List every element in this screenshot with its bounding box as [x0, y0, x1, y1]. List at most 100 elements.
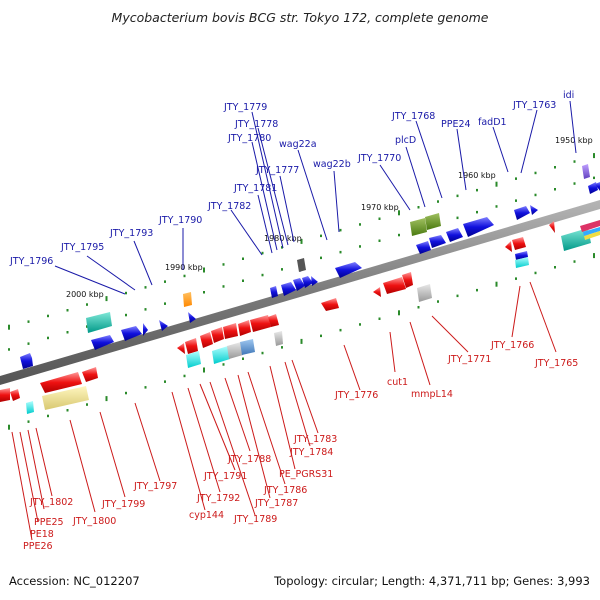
gene-label[interactable]: JTY_1795 [60, 242, 104, 253]
gene-label[interactable]: JTY_1780 [227, 133, 271, 144]
gene-label[interactable]: JTY_1789 [233, 514, 277, 525]
gene-arrow[interactable] [302, 276, 313, 288]
gene-label[interactable]: JTY_1777 [255, 165, 299, 176]
gene-arrow[interactable] [595, 182, 600, 191]
gene-label[interactable]: JTY_1782 [207, 201, 251, 212]
gene-label[interactable]: JTY_1778 [234, 119, 278, 130]
gene-label[interactable]: idi [563, 90, 574, 101]
gene-label[interactable]: PE18 [30, 529, 54, 540]
gene-label[interactable]: PPE26 [23, 541, 53, 552]
gene-arrow[interactable] [200, 332, 213, 348]
gene-arrow[interactable] [549, 221, 555, 233]
gene-label[interactable]: JTY_1783 [293, 434, 337, 445]
gene-arrow[interactable] [177, 343, 185, 354]
gene-label[interactable]: JTY_1796 [9, 256, 53, 267]
gene-label[interactable]: cut1 [387, 377, 408, 388]
gene-arrow[interactable] [512, 237, 526, 250]
gene-box[interactable] [42, 386, 89, 410]
gene-label[interactable]: JTY_1765 [534, 358, 578, 369]
gene-box[interactable] [274, 331, 283, 346]
gene-arrow[interactable] [373, 287, 381, 297]
gene-box[interactable] [86, 312, 112, 333]
gene-box[interactable] [410, 218, 427, 236]
gene-box[interactable] [212, 346, 230, 364]
gene-box[interactable] [186, 351, 201, 368]
gene-label[interactable]: PPE24 [441, 119, 471, 130]
gene-arrow[interactable] [383, 277, 406, 294]
gene-arrow[interactable] [20, 353, 33, 369]
gene-label[interactable]: JTY_1797 [133, 481, 177, 492]
gene-label[interactable]: wag22a [279, 139, 317, 150]
gene-label[interactable]: JTY_1768 [391, 111, 435, 122]
gene-label[interactable]: JTY_1770 [357, 153, 401, 164]
track-dot [261, 251, 264, 255]
gene-arrow[interactable] [281, 282, 296, 296]
gene-box[interactable] [515, 257, 529, 268]
gene-label[interactable]: fadD1 [478, 117, 507, 128]
gene-arrow[interactable] [40, 372, 82, 393]
gene-label[interactable]: JTY_1776 [334, 390, 378, 401]
gene-arrow[interactable] [530, 205, 538, 215]
gene-label[interactable]: JTY_1771 [447, 354, 491, 365]
gene-arrow[interactable] [446, 228, 463, 242]
gene-arrow[interactable] [121, 326, 142, 341]
gene-label[interactable]: JTY_1790 [158, 215, 202, 226]
gene-arrow[interactable] [238, 320, 251, 336]
gene-label[interactable]: JTY_1784 [289, 447, 333, 458]
gene-arrow[interactable] [463, 217, 494, 237]
gene-box[interactable] [580, 220, 600, 232]
gene-arrow[interactable] [270, 286, 278, 298]
gene-box[interactable] [417, 284, 432, 302]
gene-box[interactable] [26, 401, 34, 414]
gene-arrow[interactable] [91, 335, 114, 350]
gene-arrow[interactable] [514, 206, 530, 220]
gene-label[interactable]: wag22b [313, 159, 351, 170]
gene-arrow[interactable] [0, 388, 10, 402]
gene-arrow[interactable] [505, 241, 512, 252]
gene-arrow[interactable] [188, 312, 196, 323]
gene-arrow[interactable] [335, 262, 362, 278]
gene-arrow[interactable] [321, 298, 339, 311]
gene-arrow[interactable] [416, 241, 431, 254]
gene-label[interactable]: PPE25 [34, 517, 64, 528]
gene-arrow[interactable] [185, 338, 198, 354]
gene-label[interactable]: JTY_1763 [512, 100, 556, 111]
gene-arrow[interactable] [143, 323, 148, 336]
gene-label[interactable]: JTY_1802 [29, 497, 73, 508]
gene-box[interactable] [240, 339, 255, 355]
gene-label[interactable]: mmpL14 [411, 389, 453, 400]
gene-label[interactable]: JTY_1786 [263, 485, 307, 496]
gene-label[interactable]: JTY_1787 [254, 498, 298, 509]
gene-arrow[interactable] [250, 315, 271, 332]
gene-arrow[interactable] [429, 235, 446, 248]
gene-box[interactable] [227, 342, 243, 359]
gene-label[interactable]: JTY_1799 [101, 499, 145, 510]
gene-arrow[interactable] [10, 389, 20, 401]
gene-arrow[interactable] [159, 320, 168, 331]
gene-label[interactable]: JTY_1788 [227, 454, 271, 465]
gene-label[interactable]: JTY_1779 [223, 102, 267, 113]
gene-label[interactable]: cyp144 [189, 510, 224, 521]
gene-box[interactable] [297, 258, 306, 272]
gene-arrow[interactable] [223, 323, 238, 339]
gene-label[interactable]: JTY_1793 [109, 228, 153, 239]
gene-arrow[interactable] [311, 276, 318, 286]
gene-box[interactable] [425, 213, 441, 230]
gene-label[interactable]: plcD [395, 135, 416, 146]
gene-label[interactable]: PE_PGRS31 [279, 469, 333, 480]
gene-box[interactable] [183, 292, 192, 307]
gene-box[interactable] [584, 231, 600, 240]
gene-box[interactable] [583, 227, 600, 236]
gene-label[interactable]: JTY_1800 [72, 516, 116, 527]
gene-arrow[interactable] [211, 327, 224, 343]
gene-box[interactable] [582, 164, 590, 179]
gene-label[interactable]: JTY_1792 [196, 493, 240, 504]
gene-label[interactable]: JTY_1766 [490, 340, 534, 351]
gene-arrow[interactable] [82, 367, 98, 382]
gene-label[interactable]: JTY_1791 [203, 471, 247, 482]
gene-arrow[interactable] [293, 278, 305, 291]
gene-arrow[interactable] [268, 314, 279, 327]
gene-arrow[interactable] [402, 272, 413, 288]
gene-arrow[interactable] [588, 182, 598, 194]
gene-label[interactable]: JTY_1781 [233, 183, 277, 194]
